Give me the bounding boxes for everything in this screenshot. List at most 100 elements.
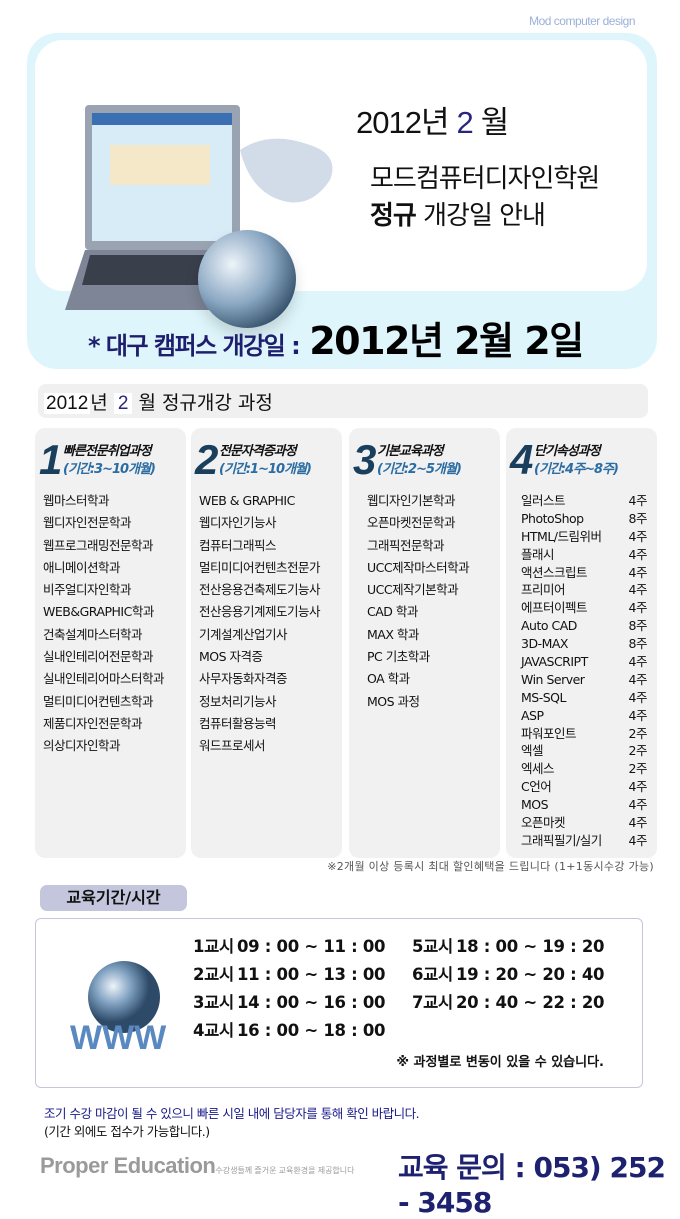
course-item: UCC제작마스터학과 <box>367 559 470 575</box>
campus-label: * 대구 캠퍼스 개강일 : <box>88 332 301 360</box>
course-duration: 4주 <box>628 654 648 670</box>
course-item: 컴퓨터활용능력 <box>199 715 277 731</box>
course-name: 파워포인트 <box>521 725 577 741</box>
course-duration: 4주 <box>628 671 648 687</box>
logo-tagline: 수강생들께 즐거운 교육환경을 제공합니다 <box>215 1166 355 1175</box>
globe-image <box>198 230 296 328</box>
course-period: (기간:3~10개월) <box>63 462 156 477</box>
course-item: MS-SQL 4주 <box>521 689 648 707</box>
course-item: 비주얼디자인학과 <box>43 582 132 598</box>
course-duration: 8주 <box>628 636 648 652</box>
course-item: MOS 4주 <box>521 796 648 814</box>
course-item: 실내인테리어전문학과 <box>43 649 154 665</box>
notice-title: 정규 개강일 안내 <box>370 195 546 232</box>
course-item: OA 학과 <box>367 671 410 687</box>
course-item: MOS 과정 <box>367 693 420 709</box>
course-duration: 2주 <box>628 761 648 777</box>
course-title: 빠른전문취업과정 <box>63 444 152 459</box>
course-item: 멀티미디어컨텐츠학과 <box>43 693 154 709</box>
contact-phone: 교육 문의 : 053) 252 - 3458 <box>398 1151 666 1219</box>
period-label: 5교시 <box>412 937 453 956</box>
year-unit: 년 <box>420 105 450 140</box>
course-period: (기간:4주~8주) <box>534 462 619 477</box>
course-item: 프리미어 4주 <box>521 581 648 599</box>
course-item: 멀티미디어컨텐츠전문가 <box>199 559 321 575</box>
course-item: 오픈마켓전문학과 <box>367 515 456 531</box>
period-label: 3교시 <box>193 993 234 1012</box>
course-item: Auto CAD 8주 <box>521 617 648 635</box>
period-time: 14 : 00 ~ 16 : 00 <box>237 993 386 1012</box>
early-closing-note: 조기 수강 마감이 될 수 있으니 빠른 시일 내에 담당자를 통해 확인 바랍… <box>44 1106 420 1121</box>
course-item: 웹프로그래밍전문학과 <box>43 537 154 553</box>
course-item: 전산응용기계제도기능사 <box>199 604 321 620</box>
course-period: (기간:2~5개월) <box>377 462 462 477</box>
course-name: ASP <box>521 707 544 723</box>
schedule-row: 3교시 14 : 00 ~ 16 : 00 7교시 20 : 40 ~ 22 : 20 <box>193 989 605 1013</box>
brand-text: Mod computer design <box>529 14 635 28</box>
course-duration: 4주 <box>628 582 648 598</box>
course-column-3: 3 기본교육과정 (기간:2~5개월) 웹디자인기본학과 오픈마켓전문학과 그래픽전문학과… <box>349 428 500 858</box>
month-unit: 월 <box>480 105 510 140</box>
laptop-image <box>65 105 240 310</box>
course-name: 에프터이펙트 <box>521 600 588 616</box>
course-item: 기계설계산업기사 <box>199 626 288 642</box>
course-number: 1 <box>39 436 63 483</box>
course-item: 일러스트 4주 <box>521 492 648 510</box>
course-item: 플래시 4주 <box>521 546 648 564</box>
course-item: 의상디자인학과 <box>43 738 121 754</box>
course-item: Win Server 4주 <box>521 671 648 689</box>
course-item: 액션스크립트 4주 <box>521 564 648 582</box>
course-column-4: 4 단기속성과정 (기간:4주~8주) 일러스트 4주 PhotoShop 8주 HTML/드… <box>506 428 657 858</box>
course-duration: 8주 <box>628 510 648 526</box>
course-duration: 4주 <box>628 689 648 705</box>
course-item: 웹디자인기능사 <box>199 515 277 531</box>
outside-period-note: (기간 외에도 접수가 가능합니다.) <box>44 1124 210 1139</box>
section-heading: 2012 년 2 월 정규개강 과정 <box>38 384 648 418</box>
section-title: 월 정규개강 과정 <box>138 392 273 414</box>
school-name: 모드컴퓨터디자인학원 <box>370 164 600 194</box>
course-item: ASP 4주 <box>521 707 648 725</box>
logo-text: Proper Education <box>40 1153 216 1178</box>
course-item: 워드프로세서 <box>199 738 266 754</box>
course-name: JAVASCRIPT <box>521 654 588 670</box>
course-item: WEB&GRAPHIC학과 <box>43 604 154 620</box>
period-label: 7교시 <box>412 993 453 1012</box>
course-item: JAVASCRIPT 4주 <box>521 653 648 671</box>
course-item: WEB & GRAPHIC <box>199 493 295 508</box>
course-item: 에프터이펙트 4주 <box>521 599 648 617</box>
course-name: 엑셀 <box>521 743 544 759</box>
period-time: 11 : 00 ~ 13 : 00 <box>237 965 386 984</box>
campus-opening: * 대구 캠퍼스 개강일 : 2012년 2월 2일 <box>88 310 584 365</box>
course-item: PC 기초학과 <box>367 649 430 665</box>
course-name: 일러스트 <box>521 493 566 508</box>
course-item: 웹디자인기본학과 <box>367 493 456 508</box>
course-item: 건축설계마스터학과 <box>43 626 143 642</box>
course-item: PhotoShop 8주 <box>521 510 648 528</box>
period-time: 20 : 40 ~ 22 : 20 <box>456 993 605 1012</box>
course-duration: 4주 <box>628 707 648 723</box>
course-duration: 4주 <box>628 546 648 562</box>
course-name: Win Server <box>521 671 585 687</box>
campus-date: 2012년 2월 2일 <box>309 319 584 363</box>
course-name: 프리미어 <box>521 582 566 598</box>
course-name: 액션스크립트 <box>521 564 588 580</box>
period-label: 1교시 <box>193 937 234 956</box>
course-name: 오픈마켓 <box>521 815 566 831</box>
course-item: 3D-MAX 8주 <box>521 635 648 653</box>
course-item: 그래픽전문학과 <box>367 537 445 553</box>
course-name: 플래시 <box>521 546 555 562</box>
course-item: CAD 학과 <box>367 604 418 620</box>
course-number: 3 <box>353 436 377 483</box>
course-duration: 4주 <box>628 564 648 580</box>
schedule-row: 4교시 16 : 00 ~ 18 : 00 <box>193 1017 456 1041</box>
section-year: 2012 <box>44 393 91 414</box>
course-column-1: 1 빠른전문취업과정 (기간:3~10개월) 웹마스터학과 웹디자인전문학과 웹프로그래밍… <box>35 428 186 858</box>
hero-year-month: 2012년 2 월 <box>356 97 510 142</box>
course-item: 애니메이션학과 <box>43 559 121 575</box>
period-time: 09 : 00 ~ 11 : 00 <box>237 937 386 956</box>
schedule-note: ※ 과정별로 변동이 있을 수 있습니다. <box>396 1055 604 1070</box>
notice-text: 개강일 안내 <box>423 201 546 231</box>
course-name: MOS <box>521 797 549 813</box>
proper-education-logo: Proper Education수강생들께 즐거운 교육환경을 제공합니다 <box>40 1153 355 1179</box>
period-label: 6교시 <box>412 965 453 984</box>
